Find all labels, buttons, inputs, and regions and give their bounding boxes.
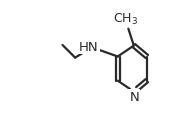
Text: HN: HN bbox=[79, 41, 99, 54]
Text: CH$_3$: CH$_3$ bbox=[113, 11, 138, 26]
Text: N: N bbox=[129, 90, 139, 103]
